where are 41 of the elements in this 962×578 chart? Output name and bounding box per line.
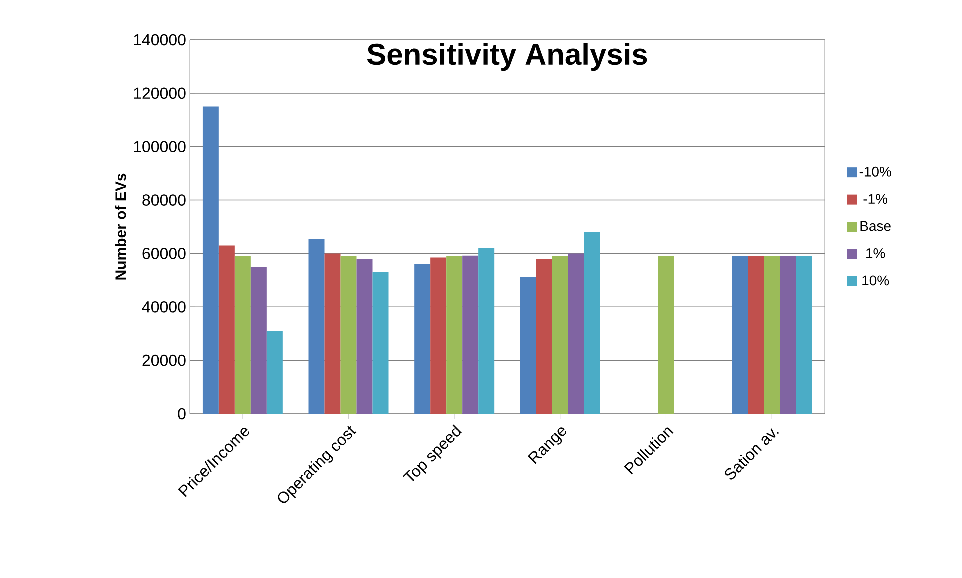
bar — [372, 272, 389, 414]
y-tick-label: 80000 — [142, 194, 186, 206]
bar — [748, 256, 764, 414]
legend-label: 10% — [862, 276, 890, 286]
y-tick-label: 0 — [178, 408, 186, 420]
bar — [780, 256, 796, 414]
bar — [462, 256, 479, 414]
bar — [356, 259, 373, 414]
legend-label: Base — [860, 221, 891, 232]
bar — [536, 259, 552, 414]
bar — [552, 256, 568, 414]
bar — [308, 239, 325, 414]
bar — [250, 267, 267, 414]
bar — [478, 248, 495, 414]
legend-label: 1% — [866, 248, 886, 258]
bar — [234, 256, 251, 414]
bar — [584, 232, 600, 414]
bar — [764, 256, 780, 414]
bar — [430, 258, 447, 414]
bar — [796, 256, 812, 414]
bar — [266, 331, 283, 414]
y-tick-label: 140000 — [134, 34, 186, 46]
bar — [340, 256, 357, 414]
bar — [202, 106, 219, 414]
y-tick-label: 60000 — [142, 248, 186, 260]
bar — [568, 254, 584, 414]
legend-label: -1% — [864, 194, 888, 204]
y-tick-label: 100000 — [134, 141, 186, 153]
y-tick-label: 120000 — [134, 88, 186, 100]
bar — [732, 256, 748, 414]
y-axis-title: Number of EVs — [115, 174, 126, 280]
bar — [324, 254, 341, 414]
bar — [446, 256, 463, 414]
y-tick-label: 20000 — [142, 354, 186, 366]
bar — [520, 276, 536, 414]
bar — [414, 264, 431, 414]
chart-title: Sensitivity Analysis — [367, 43, 648, 72]
bar — [218, 246, 235, 414]
legend-label: -10% — [860, 166, 892, 177]
y-tick-label: 40000 — [142, 301, 186, 313]
bar — [658, 256, 674, 414]
